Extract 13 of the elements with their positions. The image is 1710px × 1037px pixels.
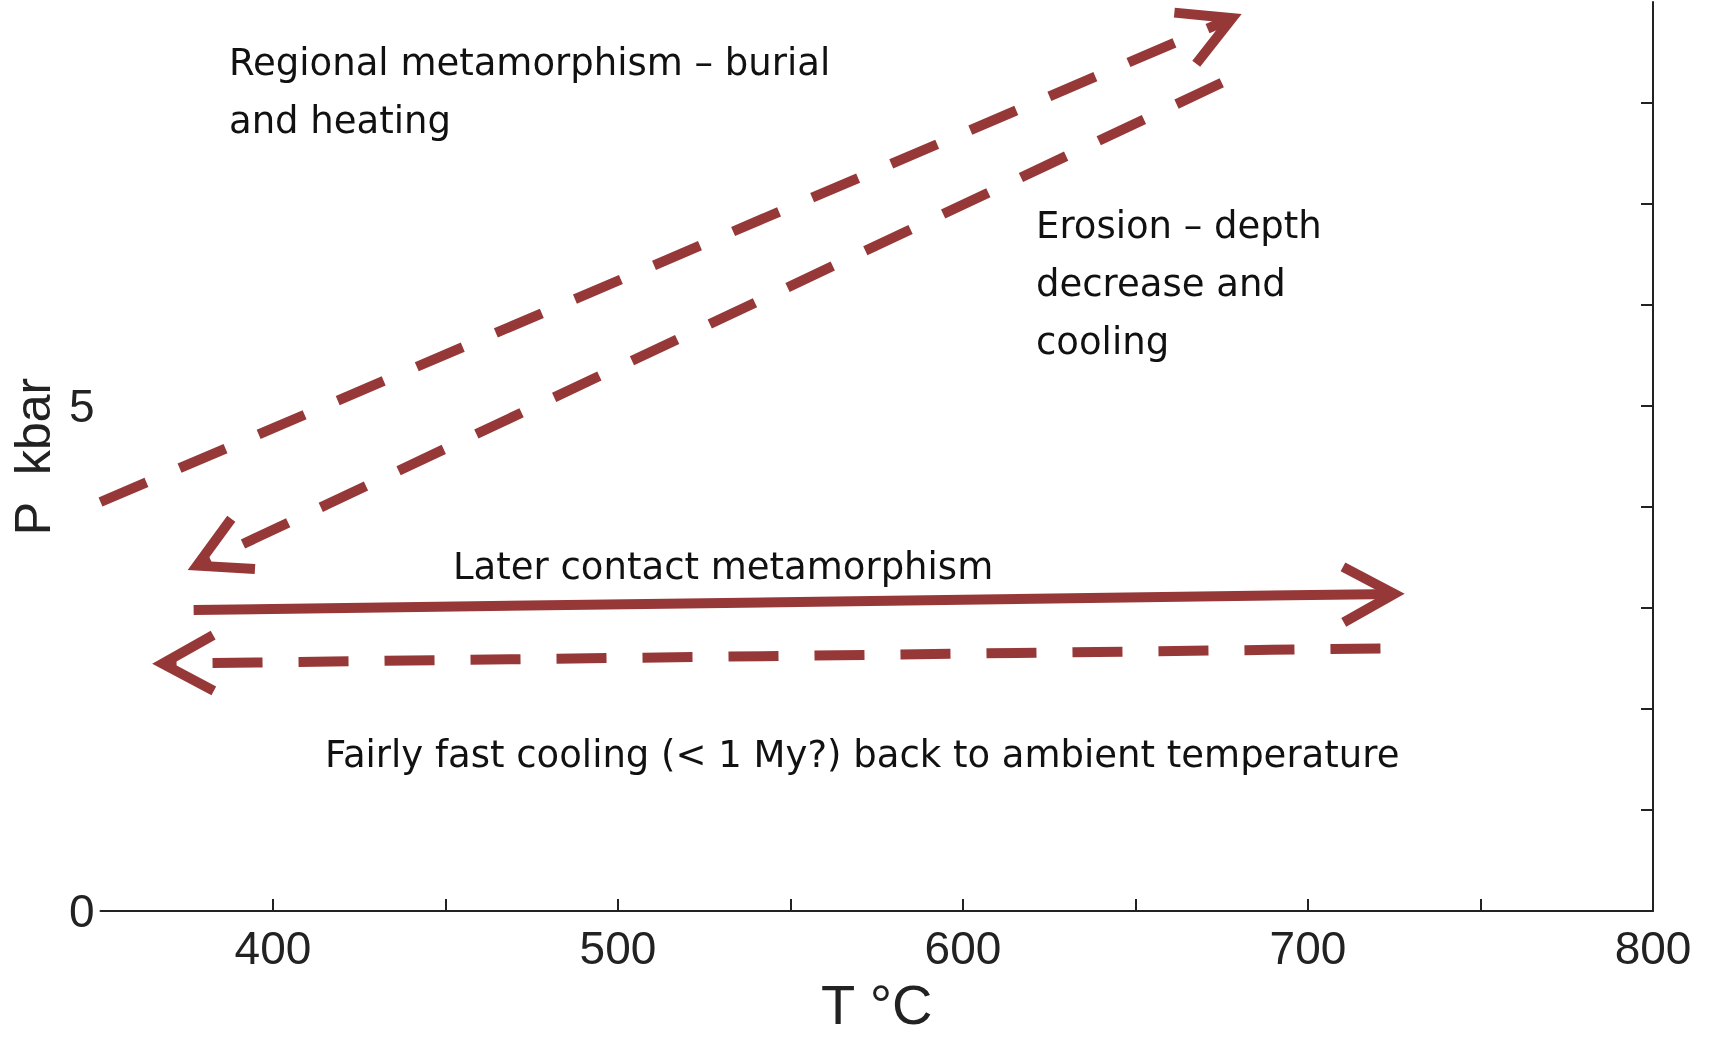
annotation: Regional metamorphism – burial and heating bbox=[229, 40, 831, 142]
x-tick-label: 400 bbox=[234, 922, 312, 975]
y-tick-label: 0 bbox=[68, 885, 95, 938]
y-tick-label: 5 bbox=[68, 380, 95, 433]
x-tick-label: 800 bbox=[1614, 922, 1692, 975]
y-axis-title: P kbar bbox=[5, 377, 61, 536]
x-tick-label: 500 bbox=[579, 922, 657, 975]
annotation: Erosion – depth decrease and cooling bbox=[1036, 203, 1322, 363]
x-tick-label: 700 bbox=[1269, 922, 1347, 975]
x-axis-title: T °C bbox=[820, 972, 933, 1036]
x-tick-label: 600 bbox=[924, 922, 1002, 975]
annotation: Fairly fast cooling (< 1 My?) back to ambient temperature bbox=[325, 732, 1400, 776]
annotation: Later contact metamorphism bbox=[453, 544, 994, 588]
